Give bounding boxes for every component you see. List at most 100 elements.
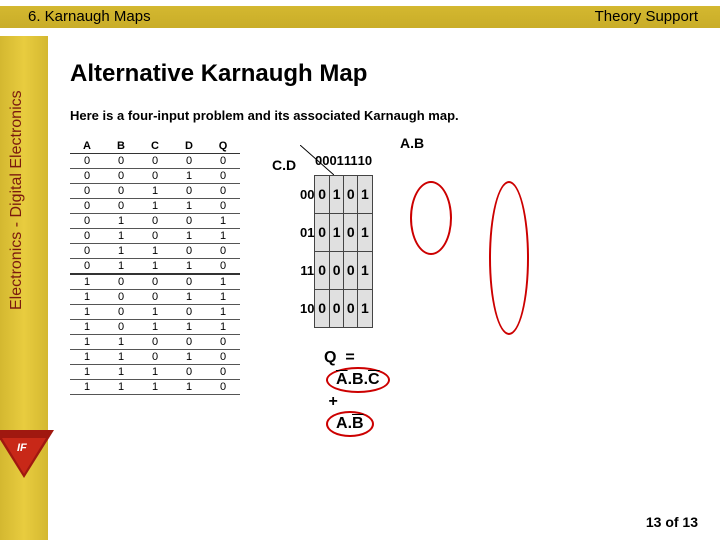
table-cell: 1 xyxy=(138,320,172,335)
table-cell: 1 xyxy=(138,259,172,275)
kmap-col-11: 11 xyxy=(344,147,358,175)
table-cell: 1 xyxy=(70,350,104,365)
table-row: 10011 xyxy=(70,290,240,305)
table-row: 01001 xyxy=(70,214,240,229)
table-row: 11110 xyxy=(70,380,240,395)
table-cell: 1 xyxy=(206,320,240,335)
table-cell: 1 xyxy=(138,199,172,214)
kmap-row-00: 00 xyxy=(300,175,315,213)
table-cell: 1 xyxy=(138,244,172,259)
table-cell: 0 xyxy=(104,184,138,199)
table-cell: 1 xyxy=(104,380,138,395)
table-cell: 1 xyxy=(70,274,104,290)
table-cell: 1 xyxy=(70,380,104,395)
kmap-cell: 1 xyxy=(358,251,372,289)
th-d: D xyxy=(172,139,206,154)
table-row: 01110 xyxy=(70,259,240,275)
table-cell: 1 xyxy=(172,290,206,305)
table-cell: 1 xyxy=(70,305,104,320)
table-row: 01100 xyxy=(70,244,240,259)
table-cell: 0 xyxy=(104,154,138,169)
table-row: 00110 xyxy=(70,199,240,214)
kmap-row-label: C.D xyxy=(272,157,296,173)
kmap-grid: 00 01 11 10 00 0 1 0 1 01 0 1 0 1 xyxy=(300,147,373,328)
boolean-equation: Q = A.B.C + A.B xyxy=(324,349,392,437)
kmap-row-01: 01 xyxy=(300,213,315,251)
table-cell: 1 xyxy=(104,244,138,259)
kmap-group-ellipse-1 xyxy=(410,181,452,255)
kmap-corner xyxy=(300,147,315,175)
table-row: 00010 xyxy=(70,169,240,184)
table-cell: 0 xyxy=(206,259,240,275)
table-cell: 0 xyxy=(138,169,172,184)
table-cell: 0 xyxy=(70,229,104,244)
kmap-cell: 0 xyxy=(315,289,329,327)
table-cell: 0 xyxy=(206,244,240,259)
table-cell: 1 xyxy=(206,290,240,305)
kmap-col-01: 01 xyxy=(329,147,343,175)
table-row: 00100 xyxy=(70,184,240,199)
kmap-col-00: 00 xyxy=(315,147,329,175)
truth-table-header-row: A B C D Q xyxy=(70,139,240,154)
kmap-cell: 0 xyxy=(329,289,343,327)
table-row: 00000 xyxy=(70,154,240,169)
eq-equals: = xyxy=(345,349,354,366)
table-cell: 0 xyxy=(104,274,138,290)
kmap-row-10: 10 xyxy=(300,289,315,327)
table-cell: 0 xyxy=(172,305,206,320)
kmap-cell: 0 xyxy=(344,213,358,251)
th-c: C xyxy=(138,139,172,154)
table-cell: 0 xyxy=(172,184,206,199)
table-cell: 1 xyxy=(70,365,104,380)
eq-plus: + xyxy=(328,393,337,410)
table-cell: 0 xyxy=(206,154,240,169)
table-cell: 0 xyxy=(206,184,240,199)
header-bar-container: 6. Karnaugh Maps Theory Support xyxy=(0,0,720,36)
table-cell: 1 xyxy=(172,350,206,365)
table-cell: 1 xyxy=(70,290,104,305)
kmap-col-label: A.B xyxy=(400,135,424,151)
table-row: 11010 xyxy=(70,350,240,365)
table-cell: 0 xyxy=(70,199,104,214)
table-cell: 0 xyxy=(104,199,138,214)
table-cell: 1 xyxy=(70,335,104,350)
table-cell: 0 xyxy=(206,199,240,214)
sidebar-badge-text: IF xyxy=(17,442,27,454)
table-cell: 0 xyxy=(104,320,138,335)
th-q: Q xyxy=(206,139,240,154)
table-cell: 0 xyxy=(172,335,206,350)
table-cell: 0 xyxy=(172,214,206,229)
table-cell: 1 xyxy=(104,350,138,365)
table-cell: 0 xyxy=(172,154,206,169)
header-left: 6. Karnaugh Maps xyxy=(28,8,151,25)
page-title: Alternative Karnaugh Map xyxy=(70,60,700,88)
truth-table: A B C D Q 000000001000100001100100101011… xyxy=(70,139,240,395)
table-cell: 0 xyxy=(70,169,104,184)
kmap-cell: 0 xyxy=(344,251,358,289)
table-row: 11000 xyxy=(70,335,240,350)
kmap-cell: 1 xyxy=(329,175,343,213)
table-cell: 0 xyxy=(138,335,172,350)
page-number: 13 of 13 xyxy=(646,514,698,530)
eq-term2: A.B xyxy=(326,411,374,437)
kmap-cell: 1 xyxy=(329,213,343,251)
table-cell: 1 xyxy=(172,169,206,184)
kmap-cell: 0 xyxy=(344,175,358,213)
table-cell: 0 xyxy=(104,290,138,305)
kmap-cell: 1 xyxy=(358,289,372,327)
table-cell: 0 xyxy=(172,244,206,259)
table-cell: 1 xyxy=(206,305,240,320)
kmap-cell: 1 xyxy=(358,175,372,213)
table-cell: 0 xyxy=(138,290,172,305)
table-cell: 0 xyxy=(138,350,172,365)
sidebar-vertical-label: Electronics - Digital Electronics xyxy=(8,90,26,310)
table-cell: 0 xyxy=(70,214,104,229)
eq-q: Q xyxy=(324,349,336,366)
table-cell: 1 xyxy=(138,305,172,320)
table-cell: 1 xyxy=(104,259,138,275)
table-cell: 0 xyxy=(70,154,104,169)
table-cell: 0 xyxy=(70,244,104,259)
table-cell: 1 xyxy=(172,320,206,335)
table-cell: 1 xyxy=(104,214,138,229)
content-area: Alternative Karnaugh Map Here is a four-… xyxy=(70,60,700,520)
